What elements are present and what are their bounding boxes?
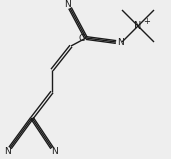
- Text: +: +: [143, 17, 150, 27]
- Text: C: C: [79, 34, 85, 43]
- Text: N: N: [134, 21, 142, 31]
- Text: N: N: [117, 38, 124, 47]
- Text: N: N: [64, 0, 71, 9]
- Text: ⁻: ⁻: [89, 34, 93, 43]
- Text: N: N: [51, 147, 58, 156]
- Text: N: N: [4, 147, 11, 156]
